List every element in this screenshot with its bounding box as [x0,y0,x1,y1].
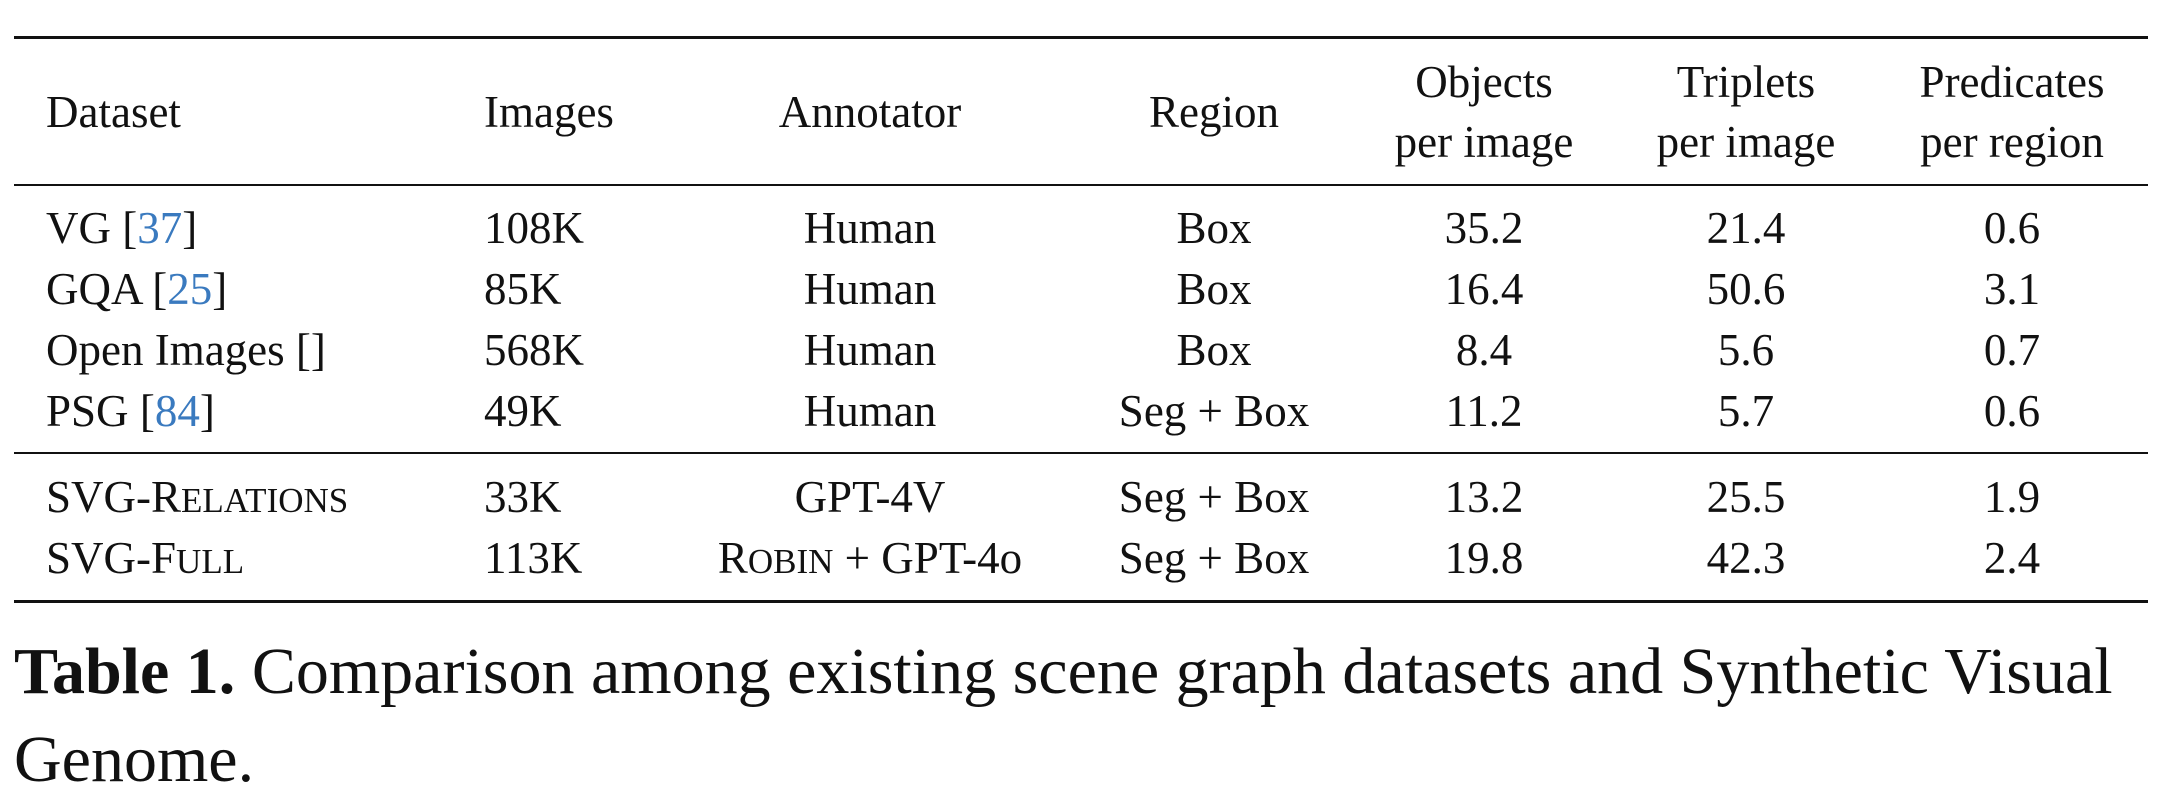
header-triplets-line2: per image [1656,117,1836,167]
caption-text: Comparison among existing scene graph da… [14,635,2113,796]
row-annotator: Human [803,325,937,375]
dataset-name-smallcaps: ELATIONS [181,481,349,520]
header-triplets: Triplets per image [1657,52,1836,172]
row-annotator: GPT-4V [794,472,946,522]
header-region: Region [1149,87,1279,137]
dataset-name: Open Images [46,325,285,375]
row-dataset-svg-relations: SVG-RELATIONS [46,475,348,523]
row-dataset-gqa: GQA [25] [46,264,228,314]
group-rule [14,452,2148,454]
row-dataset-vg: VG [37] [46,203,198,253]
annotator-name-part: R [717,533,748,583]
row-annotator: Human [803,203,937,253]
row-objects: 35.2 [1444,203,1524,253]
header-objects: Objects per image [1395,52,1574,172]
row-triplets: 42.3 [1706,533,1786,583]
row-triplets: 5.7 [1717,386,1775,436]
citation-link[interactable]: 37 [137,203,183,253]
row-images: 49K [484,386,562,436]
header-objects-line2: per image [1394,117,1574,167]
header-images: Images [484,87,614,137]
row-predicates: 2.4 [1983,533,2041,583]
table-caption: Table 1. Comparison among existing scene… [14,628,2154,804]
row-predicates: 0.7 [1983,325,2041,375]
row-predicates: 0.6 [1983,386,2041,436]
row-dataset-psg: PSG [84] [46,386,215,436]
header-predicates-line2: per region [1920,117,2104,167]
citation-link[interactable]: 84 [154,386,200,436]
row-triplets: 50.6 [1706,264,1786,314]
row-predicates: 3.1 [1983,264,2041,314]
row-objects: 13.2 [1444,472,1524,522]
annotator-name-rest: + GPT-4o [833,533,1023,583]
dataset-name-part: SVG-R [46,472,182,522]
row-images: 108K [484,203,584,253]
row-predicates: 0.6 [1983,203,2041,253]
dataset-name-part: SVG-F [46,533,177,583]
header-dataset: Dataset [46,87,181,137]
row-images: 33K [484,472,562,522]
row-predicates: 1.9 [1983,472,2041,522]
row-objects: 8.4 [1455,325,1513,375]
header-predicates-line1: Predicates [1919,57,2105,107]
dataset-name: PSG [46,386,129,436]
row-region: Seg + Box [1118,533,1310,583]
row-images: 113K [484,533,583,583]
header-predicates: Predicates per region [1920,52,2105,172]
citation-link[interactable]: 25 [167,264,213,314]
caption-label: Table 1. [14,635,236,708]
row-images: 85K [484,264,562,314]
top-rule [14,36,2148,39]
row-region: Seg + Box [1118,386,1310,436]
row-dataset-svg-full: SVG-FULL [46,536,244,584]
header-objects-line1: Objects [1415,57,1553,107]
row-triplets: 5.6 [1717,325,1775,375]
header-rule [14,184,2148,186]
dataset-name: GQA [46,264,142,314]
row-region: Box [1176,203,1252,253]
row-region: Box [1176,264,1252,314]
row-objects: 16.4 [1444,264,1524,314]
row-annotator: ROBIN + GPT-4o [718,536,1022,584]
header-triplets-line1: Triplets [1676,57,1816,107]
row-region: Box [1176,325,1252,375]
row-annotator: Human [803,386,937,436]
row-annotator: Human [803,264,937,314]
row-triplets: 25.5 [1706,472,1786,522]
row-region: Seg + Box [1118,472,1310,522]
dataset-name: VG [46,203,111,253]
header-annotator: Annotator [778,87,962,137]
row-dataset-open-images: Open Images [] [46,325,326,375]
row-objects: 11.2 [1445,386,1523,436]
annotator-name-smallcaps: OBIN [747,542,834,581]
dataset-name-smallcaps: ULL [176,542,245,581]
row-triplets: 21.4 [1706,203,1786,253]
row-images: 568K [484,325,584,375]
row-objects: 19.8 [1444,533,1524,583]
bottom-rule [14,600,2148,603]
